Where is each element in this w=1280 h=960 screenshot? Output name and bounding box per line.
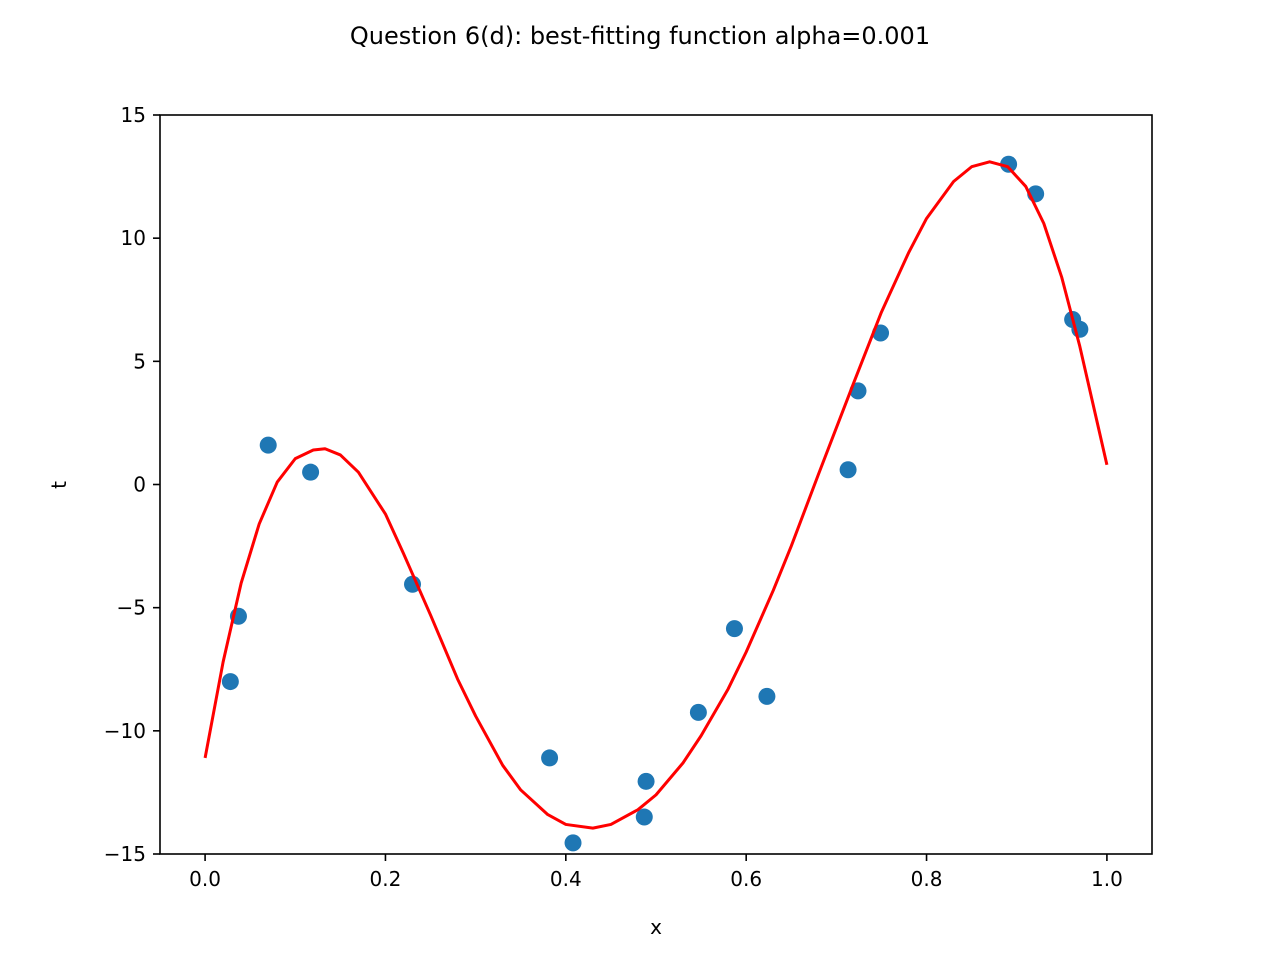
- y-axis: −15 −10 −5 0 5 10 15: [104, 103, 160, 866]
- x-tick-label: 1.0: [1091, 867, 1123, 891]
- scatter-point: [302, 463, 320, 481]
- scatter-point: [564, 834, 582, 852]
- y-tick-label: −10: [104, 719, 146, 743]
- x-tick-label: 0.2: [370, 867, 402, 891]
- y-tick-label: −15: [104, 842, 146, 866]
- plot-frame: [159, 114, 1153, 855]
- scatter-point: [758, 687, 776, 705]
- y-axis-label: t: [47, 481, 71, 489]
- x-axis: 0.0 0.2 0.4 0.6 0.8 1.0: [189, 854, 1123, 891]
- y-tick-label: 5: [133, 349, 146, 373]
- scatter-point: [839, 461, 857, 479]
- y-tick-label: 15: [121, 103, 146, 127]
- scatter-point: [221, 673, 239, 691]
- scatter-point: [725, 620, 743, 638]
- x-tick-label: 0.6: [730, 867, 762, 891]
- x-tick-label: 0.0: [189, 867, 221, 891]
- scatter-point: [259, 436, 277, 454]
- plot-content: [203, 155, 1109, 852]
- x-tick-label: 0.4: [550, 867, 582, 891]
- x-tick-label: 0.8: [911, 867, 943, 891]
- scatter-point: [541, 749, 559, 767]
- scatter-point: [689, 703, 707, 721]
- chart-title: Question 6(d): best-fitting function alp…: [350, 22, 930, 50]
- scatter-point: [637, 772, 655, 790]
- y-tick-label: 0: [133, 473, 146, 497]
- y-tick-label: −5: [117, 596, 146, 620]
- scatter-point: [1000, 155, 1018, 173]
- fit-line: [203, 160, 1109, 830]
- x-axis-label: x: [650, 915, 662, 939]
- y-tick-label: 10: [121, 226, 146, 250]
- scatter-point: [635, 808, 653, 826]
